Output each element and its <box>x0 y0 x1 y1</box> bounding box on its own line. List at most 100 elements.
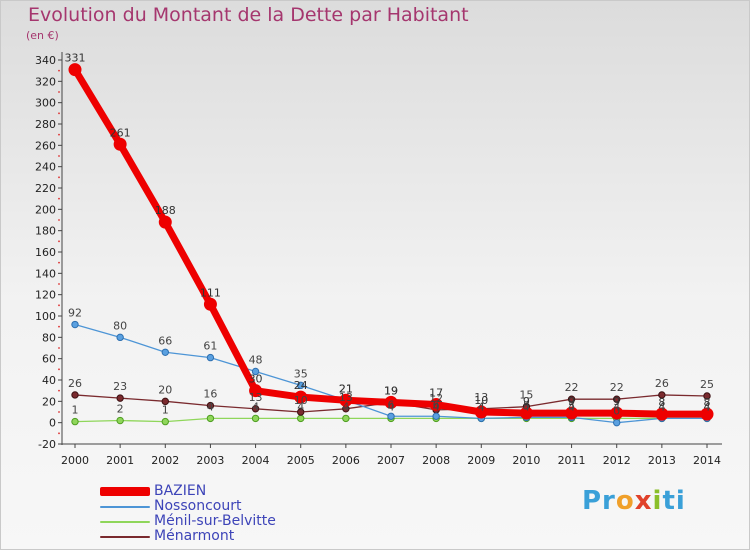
y-minor-dot <box>58 176 60 179</box>
data-point <box>251 405 260 413</box>
data-label: 4 <box>478 400 485 413</box>
data-label: 9 <box>568 395 575 408</box>
data-label: 8 <box>704 396 711 409</box>
y-minor-dot <box>58 304 60 307</box>
y-tick-label: 300 <box>35 97 56 110</box>
y-tick-label: 40 <box>42 374 56 387</box>
legend-label: Nossoncourt <box>154 498 242 514</box>
data-label: 10 <box>474 394 488 407</box>
data-point <box>658 391 666 399</box>
data-label: 30 <box>249 373 263 386</box>
data-label: 4 <box>342 400 349 413</box>
data-label: 111 <box>200 286 221 299</box>
y-tick-label: 240 <box>35 161 56 174</box>
data-point <box>565 406 579 420</box>
data-label: 261 <box>110 126 131 139</box>
data-point <box>429 398 443 412</box>
data-label: 1 <box>162 404 169 417</box>
data-point <box>113 137 127 151</box>
data-label: 0 <box>613 405 620 418</box>
x-tick-label: 2003 <box>196 454 224 467</box>
y-tick-label: 260 <box>35 139 56 152</box>
y-tick-label: 220 <box>35 182 56 195</box>
data-point <box>251 367 260 376</box>
y-tick-label: 80 <box>42 331 56 344</box>
line-chart: -200204060801001201401601802002202402602… <box>35 52 722 467</box>
data-point <box>249 384 263 398</box>
data-point <box>161 417 169 426</box>
y-minor-dot <box>58 261 60 264</box>
data-point <box>68 63 82 77</box>
data-label: 5 <box>568 399 575 412</box>
y-tick-label: 160 <box>35 246 56 259</box>
data-label: 48 <box>249 353 263 366</box>
data-point <box>342 414 350 423</box>
data-label: 24 <box>294 379 308 392</box>
data-point <box>297 414 305 423</box>
y-tick-label: 60 <box>42 353 56 366</box>
chart-title: Evolution du Montant de la Dette par Hab… <box>28 4 469 26</box>
data-point <box>116 416 124 425</box>
data-point <box>567 395 576 403</box>
x-tick-label: 2011 <box>558 454 586 467</box>
data-point <box>297 381 305 390</box>
data-point <box>294 390 308 404</box>
x-tick-label: 2001 <box>106 454 134 467</box>
data-point <box>71 320 79 329</box>
y-tick-label: 140 <box>35 267 56 280</box>
data-label: 4 <box>297 400 304 413</box>
x-tick-label: 2012 <box>603 454 631 467</box>
y-minor-dot <box>58 368 60 371</box>
data-label: 15 <box>519 389 533 402</box>
data-label: 66 <box>158 334 172 347</box>
data-label: 188 <box>155 204 176 217</box>
legend-swatch <box>100 521 150 523</box>
data-label: 13 <box>249 391 263 404</box>
y-tick-label: 0 <box>49 417 56 430</box>
y-minor-dot <box>58 240 60 243</box>
data-label: 61 <box>203 340 217 353</box>
data-point <box>384 395 398 409</box>
data-point <box>206 353 215 362</box>
y-minor-dot <box>58 389 60 392</box>
data-label: 21 <box>339 382 353 395</box>
data-label: 16 <box>203 388 217 401</box>
y-minor-dot <box>58 91 60 93</box>
x-tick-label: 2005 <box>287 454 315 467</box>
data-label: 4 <box>252 400 259 413</box>
data-point <box>519 406 533 420</box>
data-label: 9 <box>613 395 620 408</box>
data-label: 19 <box>384 384 398 397</box>
x-tick-label: 2010 <box>512 454 540 467</box>
data-label: 4 <box>433 400 440 413</box>
data-point <box>339 393 353 407</box>
data-label: 4 <box>704 400 711 413</box>
data-point <box>161 348 169 356</box>
y-tick-label: 280 <box>35 118 56 131</box>
data-label: 6 <box>433 398 440 411</box>
legend-label: BAZIEN <box>154 483 207 499</box>
data-point <box>613 418 621 427</box>
x-tick-label: 2008 <box>422 454 450 467</box>
data-point <box>116 333 124 342</box>
data-label: 9 <box>523 395 530 408</box>
data-label: 4 <box>523 400 530 413</box>
y-tick-label: 200 <box>35 203 56 216</box>
data-label: 80 <box>113 319 127 332</box>
data-label: 26 <box>655 377 669 390</box>
x-tick-label: 2002 <box>151 454 179 467</box>
legend-swatch <box>100 506 150 508</box>
logo-part: ti <box>662 486 686 516</box>
series-line-0 <box>71 66 711 418</box>
y-minor-dot <box>58 133 60 136</box>
y-tick-label: 120 <box>35 289 56 302</box>
y-minor-dot <box>58 283 60 285</box>
x-tick-label: 2006 <box>332 454 360 467</box>
data-point <box>297 408 305 416</box>
data-point <box>700 407 714 421</box>
data-label: 22 <box>610 381 624 394</box>
data-label: 26 <box>68 377 82 390</box>
data-label: 20 <box>158 383 172 396</box>
x-tick-label: 2013 <box>648 454 676 467</box>
